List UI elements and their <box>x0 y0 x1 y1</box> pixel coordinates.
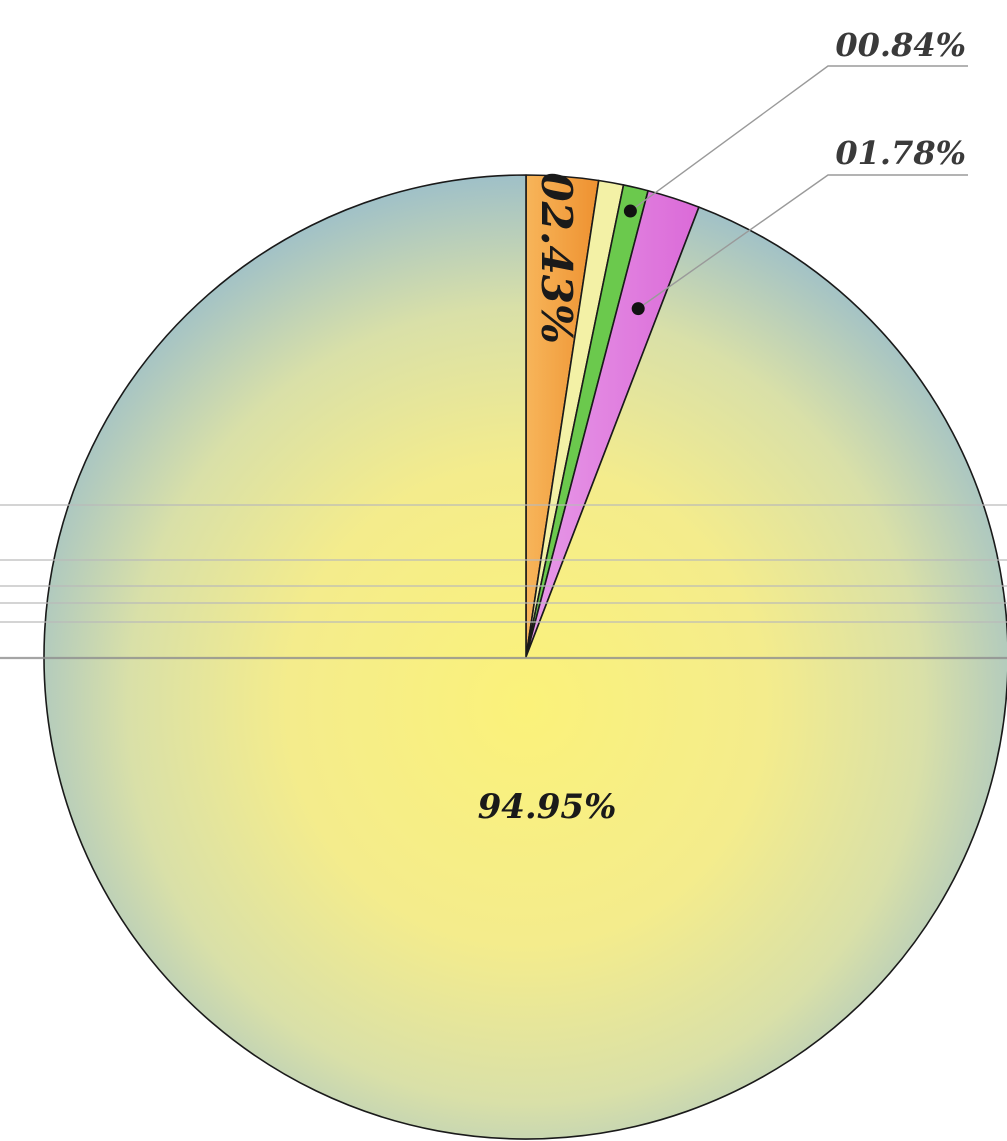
callout-line <box>629 65 968 212</box>
callouts <box>623 65 968 316</box>
slice-label-94-95: 94.95% <box>478 787 617 827</box>
callout-dot <box>623 204 637 218</box>
callout-label-01-78: 01.78% <box>835 134 966 172</box>
slice-label-02-43: 02.43% <box>532 172 581 343</box>
callout-dot <box>631 302 645 316</box>
slice-labels: 02.43% 94.95% 00.84% 01.78% <box>478 26 966 827</box>
callout-line <box>637 174 968 310</box>
scan-lines <box>0 504 1007 660</box>
callout-label-00-84: 00.84% <box>835 26 966 64</box>
